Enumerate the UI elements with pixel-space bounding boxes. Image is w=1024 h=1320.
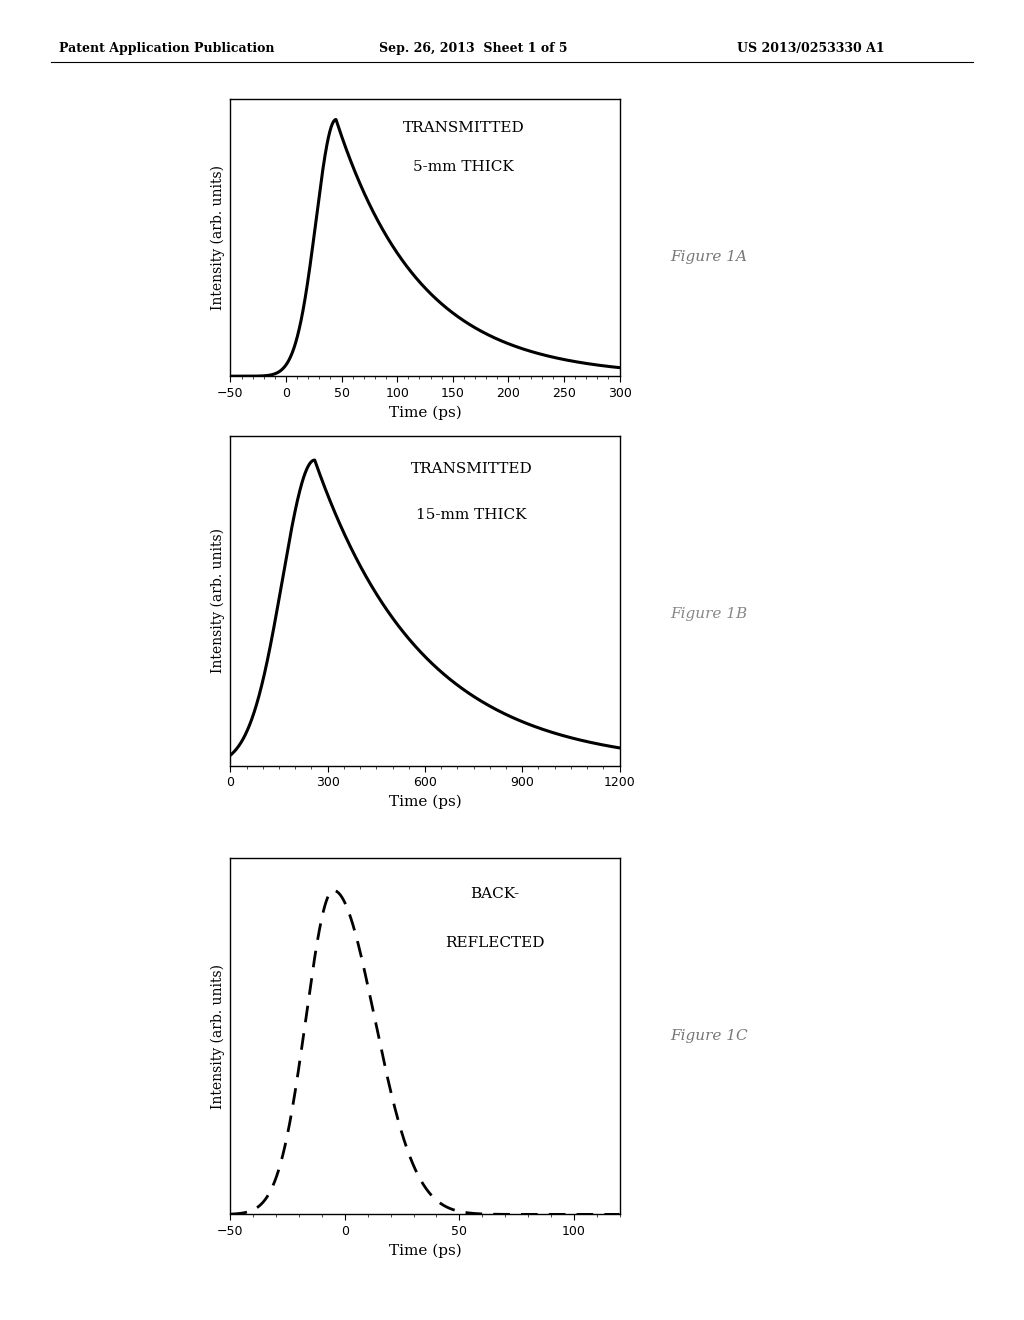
Y-axis label: Intensity (arb. units): Intensity (arb. units)	[211, 528, 225, 673]
Text: TRANSMITTED: TRANSMITTED	[411, 462, 532, 477]
Text: Figure 1A: Figure 1A	[671, 251, 748, 264]
X-axis label: Time (ps): Time (ps)	[388, 405, 462, 420]
Text: US 2013/0253330 A1: US 2013/0253330 A1	[737, 42, 885, 55]
Text: Sep. 26, 2013  Sheet 1 of 5: Sep. 26, 2013 Sheet 1 of 5	[379, 42, 567, 55]
X-axis label: Time (ps): Time (ps)	[388, 1243, 462, 1258]
Text: Figure 1B: Figure 1B	[671, 607, 748, 620]
Y-axis label: Intensity (arb. units): Intensity (arb. units)	[211, 165, 225, 310]
Text: 15-mm THICK: 15-mm THICK	[417, 508, 527, 523]
Text: BACK-: BACK-	[470, 887, 519, 900]
Y-axis label: Intensity (arb. units): Intensity (arb. units)	[211, 964, 225, 1109]
Text: REFLECTED: REFLECTED	[445, 936, 545, 950]
X-axis label: Time (ps): Time (ps)	[388, 795, 462, 809]
Text: Patent Application Publication: Patent Application Publication	[59, 42, 274, 55]
Text: Figure 1C: Figure 1C	[671, 1030, 749, 1043]
Text: 5-mm THICK: 5-mm THICK	[414, 160, 514, 174]
Text: TRANSMITTED: TRANSMITTED	[403, 121, 524, 135]
